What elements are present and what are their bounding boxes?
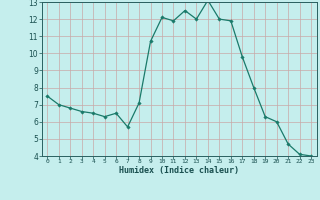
X-axis label: Humidex (Indice chaleur): Humidex (Indice chaleur) [119, 166, 239, 175]
